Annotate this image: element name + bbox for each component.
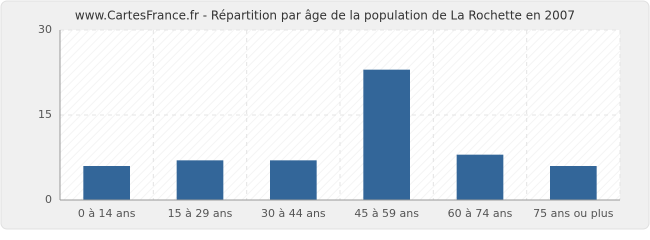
y-tick-label: 0 xyxy=(45,193,52,206)
bar xyxy=(363,69,410,201)
chart-title: www.CartesFrance.fr - Répartition par âg… xyxy=(75,9,575,23)
bar xyxy=(270,160,317,200)
chart: www.CartesFrance.fr - Répartition par âg… xyxy=(0,0,650,230)
x-tick-label: 15 à 29 ans xyxy=(168,207,233,220)
x-tick-label: 75 ans ou plus xyxy=(533,207,614,220)
bar xyxy=(83,166,130,200)
bar xyxy=(550,166,597,200)
y-tick-label: 30 xyxy=(38,23,52,36)
x-tick-label: 45 à 59 ans xyxy=(354,207,419,220)
x-tick-label: 60 à 74 ans xyxy=(448,207,513,220)
bar xyxy=(176,160,224,200)
bar xyxy=(456,154,504,200)
x-tick-label: 0 à 14 ans xyxy=(78,207,136,220)
x-tick-label: 30 à 44 ans xyxy=(261,207,326,220)
y-tick-label: 15 xyxy=(38,108,52,121)
